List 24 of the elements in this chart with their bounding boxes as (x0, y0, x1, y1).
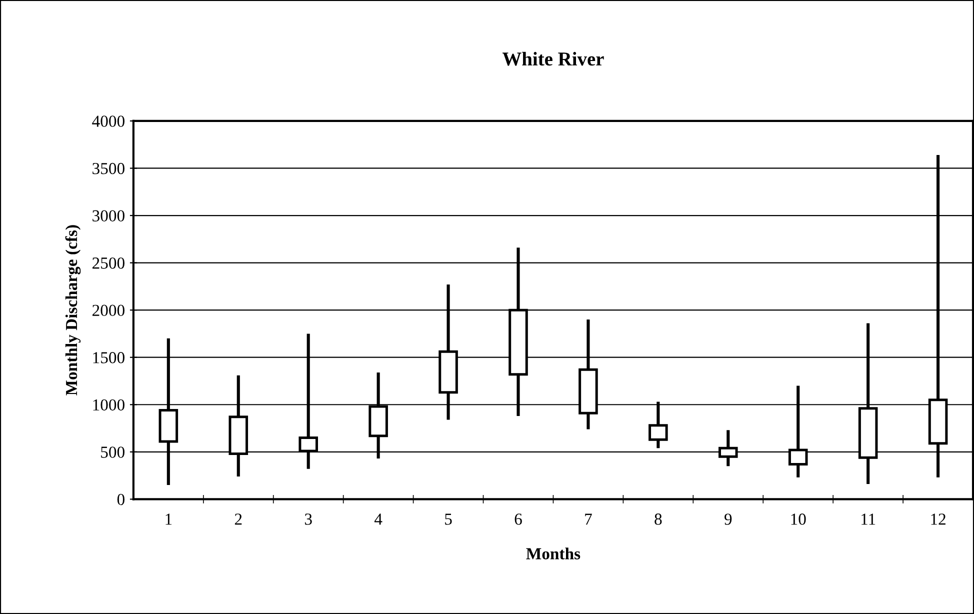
x-tick-label: 11 (862, 514, 876, 525)
x-tick-label: 12 (931, 514, 946, 525)
y-axis-title: Monthly Discharge (cfs) (65, 225, 81, 396)
x-tick-label: 10 (791, 514, 806, 525)
x-tick-label: 8 (654, 514, 662, 525)
x-tick-label: 2 (234, 514, 242, 525)
x-tick-label: 4 (374, 514, 382, 525)
x-tick-label: 9 (724, 514, 732, 525)
y-tick-label: 3000 (92, 210, 124, 222)
x-axis-title: Months (526, 548, 580, 560)
y-tick-label: 2500 (92, 257, 124, 269)
y-tick-label: 0 (117, 494, 124, 506)
x-tick-label: 7 (585, 514, 592, 525)
x-tick-label: 6 (514, 514, 522, 525)
chart-title: White River (502, 52, 604, 66)
y-tick-label: 1500 (93, 352, 124, 364)
y-tick-label: 4000 (92, 116, 124, 127)
y-tick-label: 500 (101, 446, 124, 458)
y-tick-label: 3500 (92, 162, 124, 174)
x-tick-label: 5 (445, 514, 452, 525)
y-tick-label: 1000 (93, 399, 124, 411)
x-tick-label: 3 (304, 514, 312, 525)
x-tick-label: 1 (166, 514, 172, 525)
y-tick-label: 2000 (92, 304, 124, 316)
